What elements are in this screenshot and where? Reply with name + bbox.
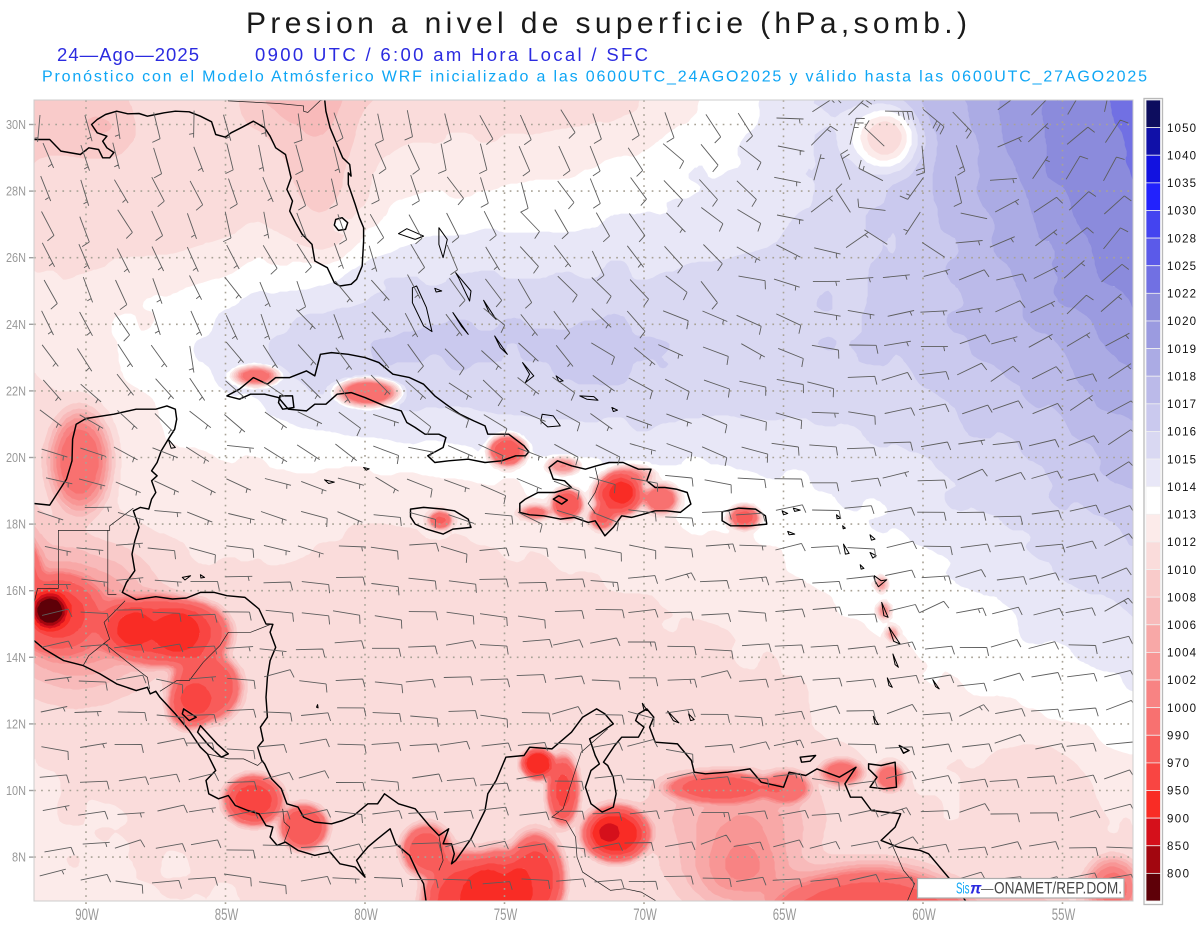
svg-text:970: 970 (1167, 758, 1189, 770)
svg-text:1030: 1030 (1167, 206, 1196, 218)
svg-text:ONAMET/REP.DOM.: ONAMET/REP.DOM. (994, 880, 1122, 898)
svg-text:1012: 1012 (1167, 537, 1196, 549)
svg-text:1010: 1010 (1167, 565, 1196, 577)
svg-text:900: 900 (1167, 813, 1189, 825)
svg-text:24N: 24N (6, 318, 26, 332)
svg-text:90W: 90W (75, 905, 99, 924)
svg-text:65W: 65W (773, 905, 797, 924)
svg-text:Sis: Sis (956, 881, 970, 898)
svg-text:π: π (970, 881, 982, 898)
svg-text:60W: 60W (912, 905, 936, 924)
svg-text:16N: 16N (6, 584, 26, 598)
svg-text:1000: 1000 (1167, 703, 1196, 715)
svg-text:990: 990 (1167, 731, 1189, 743)
svg-text:14N: 14N (6, 651, 26, 665)
svg-text:Presion a nivel de superficie: Presion a nivel de superficie (hPa,somb.… (246, 7, 967, 40)
svg-text:20N: 20N (6, 451, 26, 465)
svg-text:8N: 8N (12, 851, 26, 865)
svg-text:0900 UTC / 6:00 am Hora Local: 0900 UTC / 6:00 am Hora Local / SFC (255, 44, 648, 65)
svg-text:1035: 1035 (1167, 178, 1196, 190)
svg-text:1002: 1002 (1167, 675, 1196, 687)
svg-text:1020: 1020 (1167, 316, 1196, 328)
svg-text:1022: 1022 (1167, 289, 1196, 301)
svg-text:26N: 26N (6, 251, 26, 265)
svg-text:1025: 1025 (1167, 261, 1196, 273)
svg-text:1013: 1013 (1167, 510, 1196, 522)
svg-text:28N: 28N (6, 185, 26, 199)
svg-text:30N: 30N (6, 118, 26, 132)
svg-text:85W: 85W (215, 905, 239, 924)
svg-text:—: — (981, 882, 994, 896)
svg-text:1050: 1050 (1167, 123, 1196, 135)
svg-text:18N: 18N (6, 518, 26, 532)
svg-text:950: 950 (1167, 786, 1189, 798)
svg-text:70W: 70W (633, 905, 657, 924)
svg-text:1016: 1016 (1167, 427, 1196, 439)
svg-text:1040: 1040 (1167, 150, 1196, 162)
svg-text:1006: 1006 (1167, 620, 1196, 632)
svg-text:800: 800 (1167, 869, 1189, 881)
svg-text:80W: 80W (354, 905, 378, 924)
svg-text:55W: 55W (1052, 905, 1076, 924)
svg-text:10N: 10N (6, 784, 26, 798)
svg-text:12N: 12N (6, 717, 26, 731)
svg-text:Pronóstico con el Modelo Atmós: Pronóstico con el Modelo Atmósferico WRF… (42, 69, 1147, 86)
svg-text:75W: 75W (494, 905, 518, 924)
svg-text:1028: 1028 (1167, 233, 1196, 245)
svg-text:1008: 1008 (1167, 592, 1196, 604)
svg-text:24—Ago—2025: 24—Ago—2025 (57, 44, 199, 65)
svg-text:1015: 1015 (1167, 454, 1196, 466)
svg-text:850: 850 (1167, 841, 1189, 853)
svg-text:1019: 1019 (1167, 344, 1196, 356)
svg-text:1018: 1018 (1167, 371, 1196, 383)
svg-text:22N: 22N (6, 384, 26, 398)
svg-text:1017: 1017 (1167, 399, 1196, 411)
svg-text:1004: 1004 (1167, 648, 1197, 660)
svg-text:1014: 1014 (1167, 482, 1197, 494)
